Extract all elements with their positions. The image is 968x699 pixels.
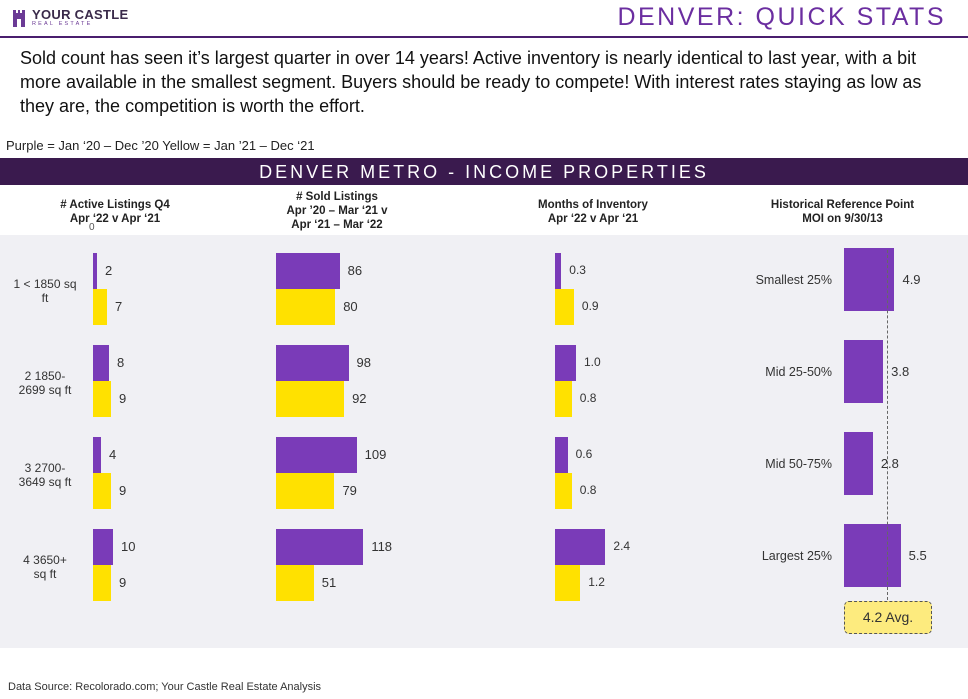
row-label-2: 2 1850- 2699 sq ft bbox=[2, 369, 88, 397]
sold-value-purple-1: 86 bbox=[347, 263, 363, 278]
active-value-purple-1: 2 bbox=[105, 263, 113, 278]
sold-listings-header-line2: Apr ’20 – Mar ‘21 v bbox=[286, 205, 388, 217]
row-label-1-line1: 1 < 1850 sq bbox=[13, 277, 77, 291]
row-label-3-line1: 3 2700- bbox=[24, 461, 66, 475]
hist-category-label-1: Smallest 25% bbox=[755, 273, 832, 287]
sold-bar-purple-3 bbox=[276, 437, 357, 473]
historical-header-line2: MOI on 9/30/13 bbox=[802, 213, 883, 225]
color-legend-note: Purple = Jan ‘20 – Dec ’20 Yellow = Jan … bbox=[6, 138, 315, 153]
sold-listings-header: # Sold Listings Apr ’20 – Mar ‘21 v Apr … bbox=[252, 190, 422, 232]
sold-value-yellow-2: 92 bbox=[352, 391, 367, 406]
sold-bar-yellow-4 bbox=[276, 565, 314, 601]
sold-bar-purple-2 bbox=[276, 345, 349, 381]
sold-value-yellow-4: 51 bbox=[321, 575, 337, 590]
data-source-note: Data Source: Recolorado.com; Your Castle… bbox=[8, 681, 322, 693]
moi-bar-purple-3 bbox=[555, 437, 568, 473]
moi-value-yellow-1: 0.9 bbox=[581, 299, 599, 313]
historical-header: Historical Reference Point MOI on 9/30/1… bbox=[735, 198, 950, 226]
moi-bar-purple-2 bbox=[555, 345, 576, 381]
sold-bar-purple-4 bbox=[276, 529, 364, 565]
row-label-2-line1: 2 1850- bbox=[24, 369, 66, 383]
moi-value-purple-4: 2.4 bbox=[613, 539, 631, 553]
hist-bar-purple-1 bbox=[844, 248, 895, 311]
active-listings-header-line1: # Active Listings Q4 bbox=[60, 199, 170, 211]
active-bar-yellow-1 bbox=[93, 289, 107, 325]
active-value-purple-4: 10 bbox=[121, 539, 136, 554]
active-value-yellow-4: 9 bbox=[119, 575, 127, 590]
moi-value-purple-2: 1.0 bbox=[584, 355, 601, 369]
hist-value-purple-4: 5.5 bbox=[908, 547, 927, 563]
moi-bar-yellow-2 bbox=[555, 381, 572, 417]
active-bar-yellow-2 bbox=[93, 381, 111, 417]
page-title: DENVER: QUICK STATS bbox=[617, 3, 946, 31]
active-value-purple-3: 4 bbox=[109, 447, 117, 462]
active-value-purple-2: 8 bbox=[117, 355, 125, 370]
sold-value-purple-4: 118 bbox=[371, 539, 393, 554]
row-label-1-line2: ft bbox=[41, 291, 49, 305]
row-label-4: 4 3650+ sq ft bbox=[2, 553, 88, 581]
hist-bar-purple-2 bbox=[844, 340, 884, 403]
row-label-3-line2: 3649 sq ft bbox=[18, 475, 72, 489]
active-value-yellow-2: 9 bbox=[119, 391, 127, 406]
sold-bar-yellow-1 bbox=[276, 289, 336, 325]
sold-listings-header-line3: Apr ‘21 – Mar ‘22 bbox=[291, 219, 383, 231]
active-bar-purple-1 bbox=[93, 253, 97, 289]
chart-panel bbox=[0, 235, 968, 648]
logo-subtitle: REAL ESTATE bbox=[32, 21, 93, 27]
row-label-4-line2: sq ft bbox=[33, 567, 57, 581]
sold-bar-yellow-3 bbox=[276, 473, 335, 509]
sold-bar-yellow-2 bbox=[276, 381, 345, 417]
moi-bar-yellow-4 bbox=[555, 565, 581, 601]
row-label-4-line1: 4 3650+ bbox=[23, 553, 67, 567]
moi-bar-purple-1 bbox=[555, 253, 562, 289]
sold-listings-header-line1: # Sold Listings bbox=[296, 191, 378, 203]
active-bar-yellow-3 bbox=[93, 473, 111, 509]
average-reference-line bbox=[887, 250, 888, 600]
active-bar-yellow-4 bbox=[93, 565, 111, 601]
moi-bar-yellow-1 bbox=[555, 289, 574, 325]
row-label-2-line2: 2699 sq ft bbox=[18, 383, 72, 397]
hist-category-label-4: Largest 25% bbox=[761, 549, 832, 563]
sold-value-purple-3: 109 bbox=[364, 447, 387, 462]
row-label-1: 1 < 1850 sq ft bbox=[2, 277, 88, 305]
logo-title: YOUR CASTLE bbox=[32, 7, 129, 22]
hist-value-purple-2: 3.8 bbox=[891, 363, 910, 379]
sold-value-yellow-1: 80 bbox=[343, 299, 358, 314]
moi-header-line1: Months of Inventory bbox=[538, 199, 648, 211]
active-listings-header: # Active Listings Q4 Apr ‘22 v Apr ‘21 bbox=[30, 198, 200, 226]
hist-category-label-2: Mid 25-50% bbox=[765, 365, 832, 379]
moi-header: Months of Inventory Apr ‘22 v Apr ‘21 bbox=[508, 198, 678, 226]
moi-value-yellow-4: 1.2 bbox=[588, 575, 605, 589]
historical-header-line1: Historical Reference Point bbox=[770, 199, 915, 211]
active-axis-zero-label: 0 bbox=[89, 222, 95, 233]
active-bar-purple-3 bbox=[93, 437, 101, 473]
average-callout: 4.2 Avg. bbox=[844, 601, 932, 634]
section-banner bbox=[0, 158, 968, 185]
moi-value-yellow-3: 0.8 bbox=[579, 483, 597, 497]
active-bar-purple-4 bbox=[93, 529, 113, 565]
moi-value-purple-1: 0.3 bbox=[569, 263, 586, 277]
active-listings-header-line2: Apr ‘22 v Apr ‘21 bbox=[69, 213, 161, 225]
hist-value-purple-1: 4.9 bbox=[902, 271, 921, 287]
active-bar-purple-2 bbox=[93, 345, 109, 381]
moi-bar-yellow-3 bbox=[555, 473, 572, 509]
header-divider bbox=[0, 36, 968, 38]
hist-bar-purple-3 bbox=[844, 432, 873, 495]
castle-logo-icon bbox=[13, 10, 25, 27]
section-banner-title: DENVER METRO - INCOME PROPERTIES bbox=[259, 162, 709, 182]
moi-value-yellow-2: 0.8 bbox=[579, 391, 597, 405]
active-value-yellow-1: 7 bbox=[115, 299, 123, 314]
row-label-3: 3 2700- 3649 sq ft bbox=[2, 461, 88, 489]
intro-text: Sold count has seen it’s largest quarter… bbox=[20, 48, 922, 116]
hist-value-purple-3: 2.8 bbox=[880, 455, 899, 471]
sold-value-yellow-3: 79 bbox=[342, 483, 357, 498]
moi-bar-purple-4 bbox=[555, 529, 606, 565]
moi-value-purple-3: 0.6 bbox=[575, 447, 593, 461]
hist-bar-purple-4 bbox=[844, 524, 901, 587]
hist-category-label-3: Mid 50-75% bbox=[765, 457, 832, 471]
moi-header-line2: Apr ‘22 v Apr ‘21 bbox=[547, 213, 639, 225]
sold-value-purple-2: 98 bbox=[356, 355, 371, 370]
active-value-yellow-3: 9 bbox=[119, 483, 127, 498]
sold-bar-purple-1 bbox=[276, 253, 340, 289]
